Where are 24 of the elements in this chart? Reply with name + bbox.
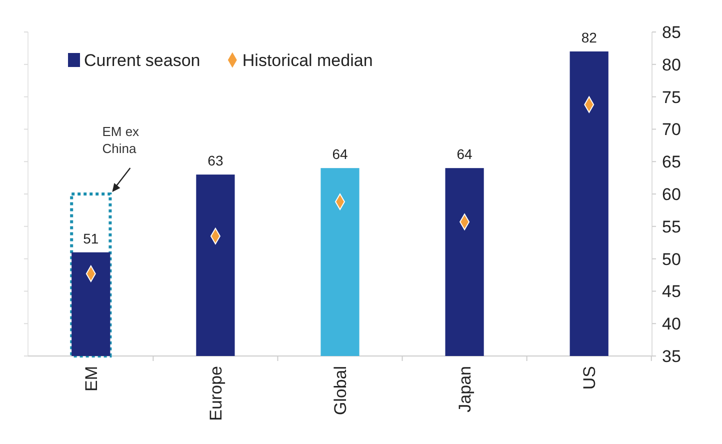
- data-label: 51: [83, 230, 99, 246]
- x-tick-label: Global: [331, 366, 350, 416]
- y-tick-label: 75: [662, 88, 681, 107]
- y-tick-label: 60: [662, 185, 681, 204]
- legend-label: Current season: [84, 51, 200, 70]
- y-tick-label: 55: [662, 217, 681, 236]
- data-label: 63: [208, 152, 224, 169]
- legend-label: Historical median: [242, 51, 373, 70]
- text: EM ex China: [102, 124, 140, 156]
- y-tick-label: 40: [662, 314, 681, 334]
- y-tick-label: 80: [662, 55, 681, 74]
- x-tick-label: EM: [82, 366, 101, 392]
- x-tick-label: US: [580, 366, 600, 390]
- y-tick-label: 70: [662, 120, 681, 140]
- data-label: 64: [332, 146, 348, 162]
- y-tick-label: 65: [662, 152, 681, 172]
- y-tick-label: 35: [662, 347, 681, 366]
- x-tick-label: Japan: [456, 366, 475, 412]
- y-tick-label: 85: [662, 23, 681, 42]
- x-tick-label: Europe: [206, 366, 226, 421]
- data-label: 64: [456, 146, 473, 162]
- y-tick-label: 50: [662, 250, 681, 269]
- data-label: 82: [581, 29, 598, 46]
- y-tick-label: 45: [662, 282, 681, 302]
